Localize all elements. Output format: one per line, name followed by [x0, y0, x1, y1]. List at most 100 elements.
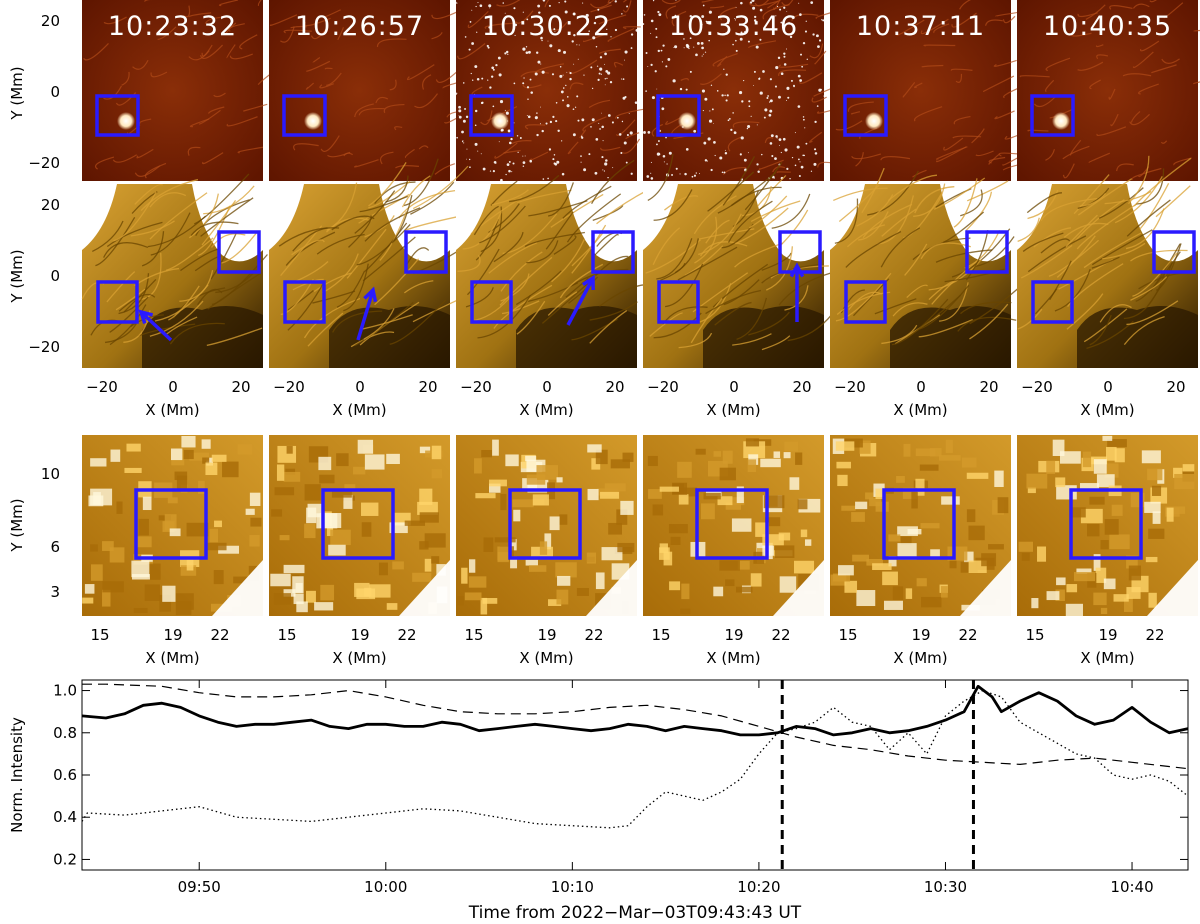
aia-strand — [1070, 139, 1082, 156]
noise-speck — [751, 0, 755, 2]
pixel-block — [169, 528, 181, 537]
aia-strand — [710, 5, 725, 9]
eui-panel-6 — [1017, 155, 1198, 368]
aia-strand — [920, 18, 949, 35]
noise-speck — [552, 158, 555, 161]
pixel-block — [778, 532, 791, 541]
pixel-block — [482, 598, 498, 604]
panel-time-label: 10:23:32 — [108, 11, 237, 42]
aia-panel-background — [456, 0, 637, 181]
pixel-block — [949, 558, 957, 569]
noise-speck — [499, 99, 504, 104]
aia-strand — [921, 64, 944, 68]
fibril — [684, 245, 724, 277]
pixel-block — [283, 589, 296, 597]
fibril — [904, 294, 961, 340]
noise-speck — [764, 108, 768, 112]
noise-speck — [642, 23, 645, 25]
aia-strand — [671, 10, 687, 27]
aia-strand — [94, 156, 115, 170]
saturated-region — [830, 184, 865, 250]
aia-strand — [762, 4, 790, 20]
pixel-block — [497, 552, 509, 563]
noise-speck — [590, 66, 593, 69]
pixel-block — [964, 551, 974, 563]
noise-speck — [604, 162, 608, 166]
pixel-block — [431, 556, 440, 564]
pixel-block — [82, 597, 94, 604]
pixel-block — [892, 586, 904, 600]
aia-strand — [1019, 75, 1050, 78]
noise-speck — [770, 28, 772, 30]
x-tick-label: 10:40 — [1110, 878, 1153, 896]
noise-speck — [789, 35, 793, 39]
noise-speck — [504, 109, 506, 111]
noise-speck — [500, 178, 503, 182]
saturated-region — [456, 184, 491, 250]
pixel-block — [532, 494, 549, 506]
noise-speck — [671, 173, 674, 176]
noise-speck — [708, 119, 713, 123]
noise-speck — [630, 47, 633, 49]
fibril — [500, 273, 530, 302]
fibril — [674, 238, 699, 274]
noise-speck — [598, 122, 600, 124]
fibril — [1102, 242, 1146, 260]
row3-xtick: 19 — [163, 626, 182, 644]
noise-speck — [799, 79, 803, 82]
pixel-block — [131, 560, 150, 578]
chart-y-axis: 0.2 0.4 0.6 0.8 1.0 — [53, 682, 1188, 868]
noise-speck — [704, 97, 708, 101]
fibril — [201, 199, 237, 246]
chart-series-group — [81, 683, 1189, 829]
noise-speck — [489, 170, 492, 172]
aia-strand — [1161, 58, 1180, 64]
noise-speck — [598, 72, 601, 75]
fibril — [354, 190, 396, 234]
pixel-block — [468, 576, 487, 588]
noise-speck — [769, 109, 773, 113]
noise-speck — [754, 15, 757, 19]
dark-region — [1077, 306, 1198, 368]
aia-strand — [778, 63, 809, 68]
fibril — [140, 178, 199, 212]
pixel-block — [336, 453, 349, 467]
fibril — [1067, 263, 1124, 308]
aia-strand — [305, 82, 315, 90]
aia-strand — [343, 152, 353, 157]
fibril — [391, 194, 413, 244]
fibril — [466, 248, 500, 296]
noise-speck — [490, 75, 494, 78]
noise-speck — [482, 167, 486, 171]
noise-speck — [599, 128, 601, 130]
noise-speck — [744, 31, 746, 33]
noise-speck — [665, 65, 668, 68]
pixel-block — [905, 588, 913, 599]
aia-strand — [376, 38, 407, 48]
pixel-block — [915, 478, 925, 496]
noise-speck — [535, 51, 539, 54]
row2-xtick: −20 — [647, 378, 679, 396]
noise-speck — [761, 153, 763, 156]
noise-speck — [585, 13, 589, 17]
saturated-region — [269, 184, 304, 250]
fibril — [645, 239, 701, 274]
pixel-block — [1174, 473, 1195, 490]
noise-speck — [465, 115, 469, 119]
fibril — [287, 280, 326, 331]
fibril — [653, 189, 693, 221]
aia-strand — [615, 119, 636, 136]
aia-strand — [589, 0, 615, 9]
aia-strand — [993, 59, 1017, 67]
aia-strand — [200, 44, 224, 59]
fibril — [389, 299, 447, 345]
noise-speck — [783, 6, 786, 9]
region-box — [95, 94, 140, 137]
pixel-block — [510, 556, 518, 569]
noise-speck — [622, 78, 625, 81]
pixel-block — [789, 477, 800, 490]
aia-strand — [389, 79, 397, 91]
pixel-block — [851, 512, 865, 522]
noise-speck — [657, 140, 660, 142]
row3-xlabel: X (Mm) — [893, 649, 947, 667]
